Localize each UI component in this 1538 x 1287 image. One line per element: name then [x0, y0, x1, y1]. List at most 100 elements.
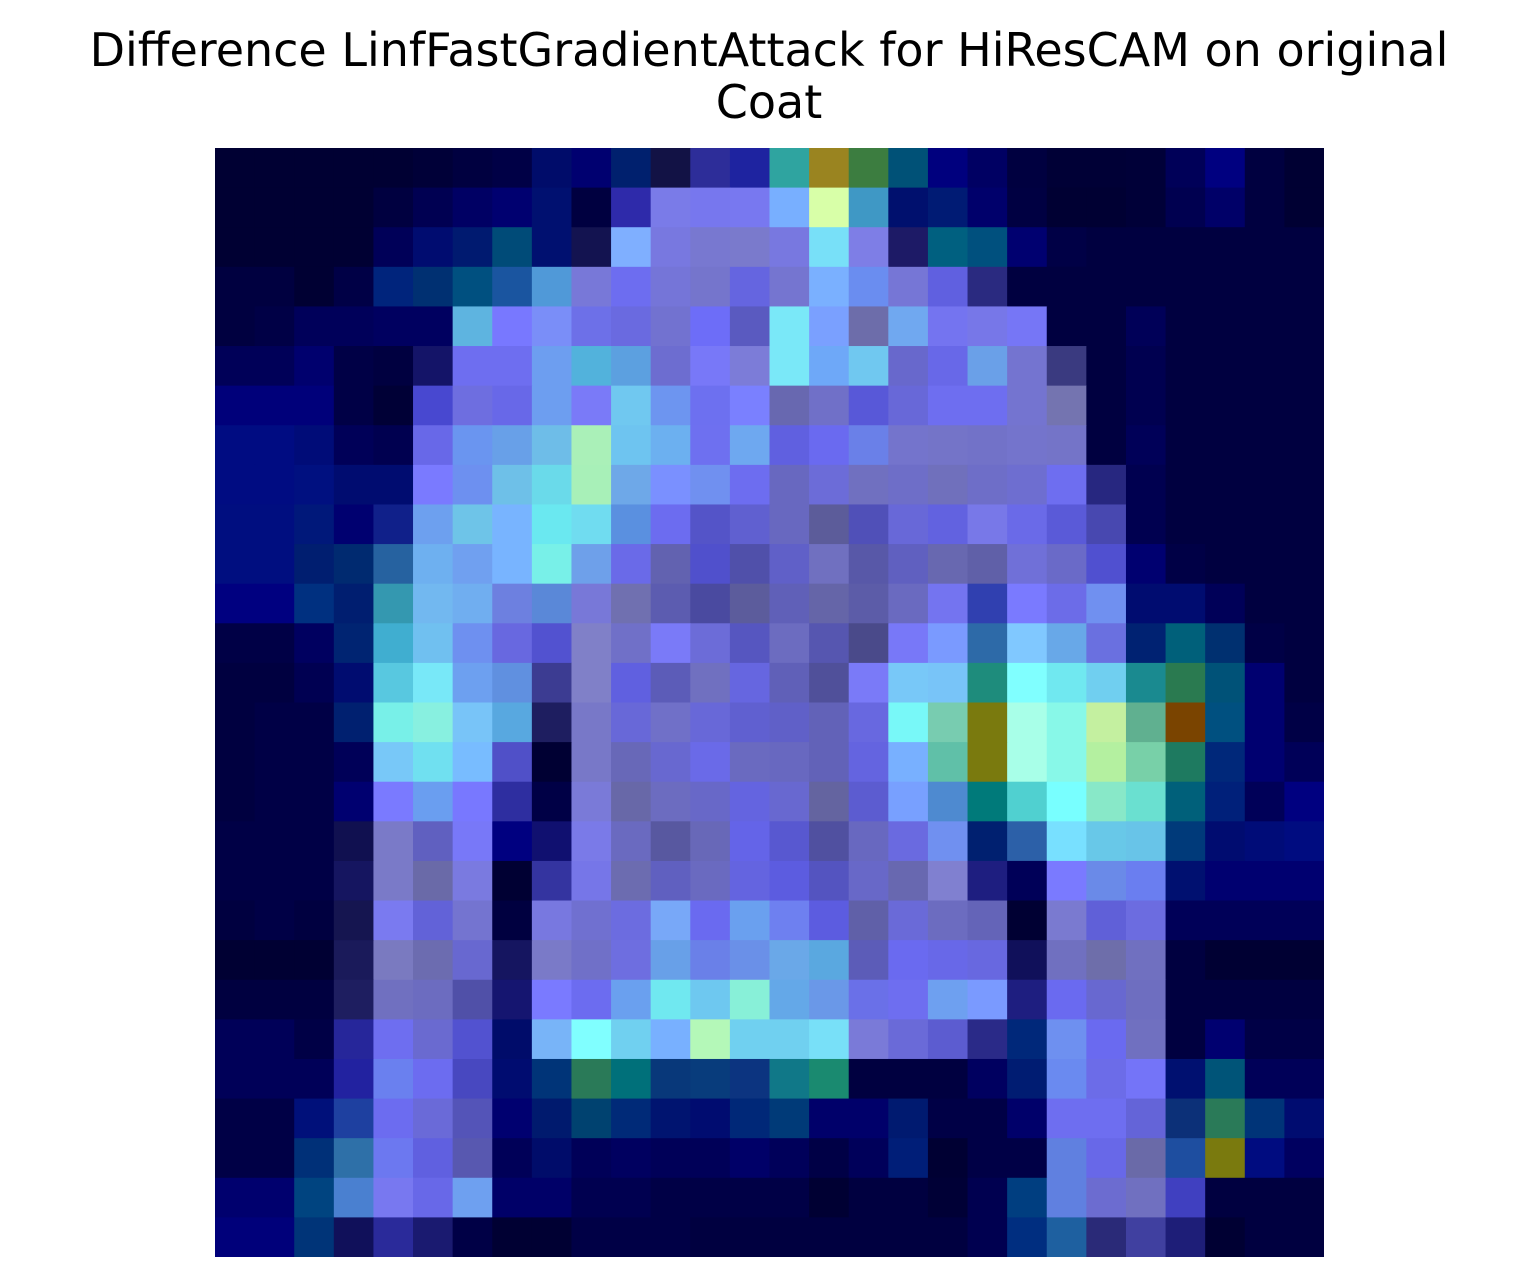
heatmap-cell [452, 544, 493, 585]
heatmap-cell [888, 346, 929, 387]
heatmap-cell [373, 1138, 414, 1179]
heatmap-cell [254, 662, 295, 704]
heatmap-cell [1125, 860, 1167, 902]
heatmap-cell [1205, 1217, 1246, 1257]
heatmap-cell [1046, 979, 1087, 1020]
heatmap-cell [1244, 504, 1285, 545]
heatmap-cell [729, 148, 771, 189]
heatmap-cell [888, 187, 929, 228]
heatmap-cell [413, 544, 454, 585]
heatmap-cell [809, 464, 850, 506]
heatmap-cell [1165, 425, 1206, 466]
heatmap-cell [531, 1098, 573, 1139]
heatmap-cell [413, 266, 454, 308]
heatmap-cell [967, 742, 1008, 783]
heatmap-cell [729, 900, 771, 941]
heatmap-cell [769, 702, 810, 743]
heatmap-cell [333, 148, 375, 189]
heatmap-cell [254, 464, 295, 506]
heatmap-cell [492, 1177, 533, 1218]
heatmap-cell [531, 544, 573, 585]
heatmap-cell [571, 781, 612, 822]
heatmap-cell [571, 583, 612, 624]
heatmap-cell [888, 148, 929, 189]
heatmap-cell [333, 1217, 375, 1257]
heatmap-cell [294, 544, 335, 585]
heatmap-cell [1284, 900, 1324, 941]
heatmap-cell [254, 1138, 295, 1179]
heatmap-cell [967, 940, 1008, 981]
heatmap-cell [531, 425, 573, 466]
heatmap-cell [452, 662, 493, 704]
heatmap-cell [1284, 702, 1324, 743]
heatmap-cell [492, 385, 533, 426]
heatmap-cell [1205, 1058, 1246, 1100]
heatmap-cell [492, 860, 533, 902]
heatmap-cell [729, 860, 771, 902]
heatmap-cell [1086, 1019, 1127, 1060]
heatmap-cell [1086, 742, 1127, 783]
heatmap-cell [848, 662, 889, 704]
heatmap-cell [1284, 464, 1324, 506]
heatmap-cell [1244, 1177, 1285, 1218]
heatmap-cell [413, 1217, 454, 1257]
heatmap-cell [413, 662, 454, 704]
heatmap-cell [215, 425, 256, 466]
heatmap-cell [294, 979, 335, 1020]
heatmap-cell [611, 148, 652, 189]
heatmap-cell [1086, 385, 1127, 426]
heatmap-cell [1284, 385, 1324, 426]
heatmap-cell [650, 1217, 691, 1257]
heatmap-cell [294, 742, 335, 783]
heatmap-cell [1244, 187, 1285, 228]
heatmap-cell [373, 425, 414, 466]
heatmap-cell [967, 1177, 1008, 1218]
heatmap-cell [888, 940, 929, 981]
heatmap-cell [967, 1058, 1008, 1100]
heatmap-cell [690, 227, 731, 268]
heatmap-cell [1007, 385, 1048, 426]
heatmap-cell [690, 1058, 731, 1100]
heatmap-cell [373, 544, 414, 585]
heatmap-cell [294, 1138, 335, 1179]
heatmap-cell [967, 979, 1008, 1020]
heatmap-cell [1007, 1098, 1048, 1139]
heatmap-cell [809, 187, 850, 228]
heatmap-cell [1086, 504, 1127, 545]
heatmap-cell [611, 940, 652, 981]
heatmap-cell [769, 227, 810, 268]
heatmap-cell [1125, 1098, 1167, 1139]
heatmap-cell [967, 1217, 1008, 1257]
heatmap-cell [690, 385, 731, 426]
heatmap-cell [769, 860, 810, 902]
heatmap-cell [1165, 306, 1206, 347]
heatmap-cell [650, 1098, 691, 1139]
heatmap-cell [215, 385, 256, 426]
heatmap-cell [373, 623, 414, 664]
heatmap-cell [1125, 1138, 1167, 1179]
heatmap-cell [848, 1058, 889, 1100]
heatmap-cell [571, 623, 612, 664]
heatmap-cell [373, 346, 414, 387]
heatmap-cell [571, 504, 612, 545]
heatmap-cell [650, 1019, 691, 1060]
heatmap-cell [492, 187, 533, 228]
heatmap-cell [1046, 662, 1087, 704]
heatmap-cell [927, 979, 969, 1020]
heatmap-cell [769, 1177, 810, 1218]
heatmap-cell [650, 821, 691, 862]
heatmap-cell [650, 306, 691, 347]
heatmap-cell [413, 860, 454, 902]
heatmap-cell [413, 187, 454, 228]
heatmap-cell [373, 979, 414, 1020]
heatmap-cell [531, 148, 573, 189]
heatmap-cell [888, 306, 929, 347]
heatmap-cell [333, 821, 375, 862]
heatmap-cell [571, 940, 612, 981]
heatmap-cell [333, 1098, 375, 1139]
heatmap-cell [1046, 1058, 1087, 1100]
heatmap-cell [492, 662, 533, 704]
heatmap-cell [1205, 900, 1246, 941]
heatmap-cell [492, 148, 533, 189]
heatmap-cell [531, 860, 573, 902]
